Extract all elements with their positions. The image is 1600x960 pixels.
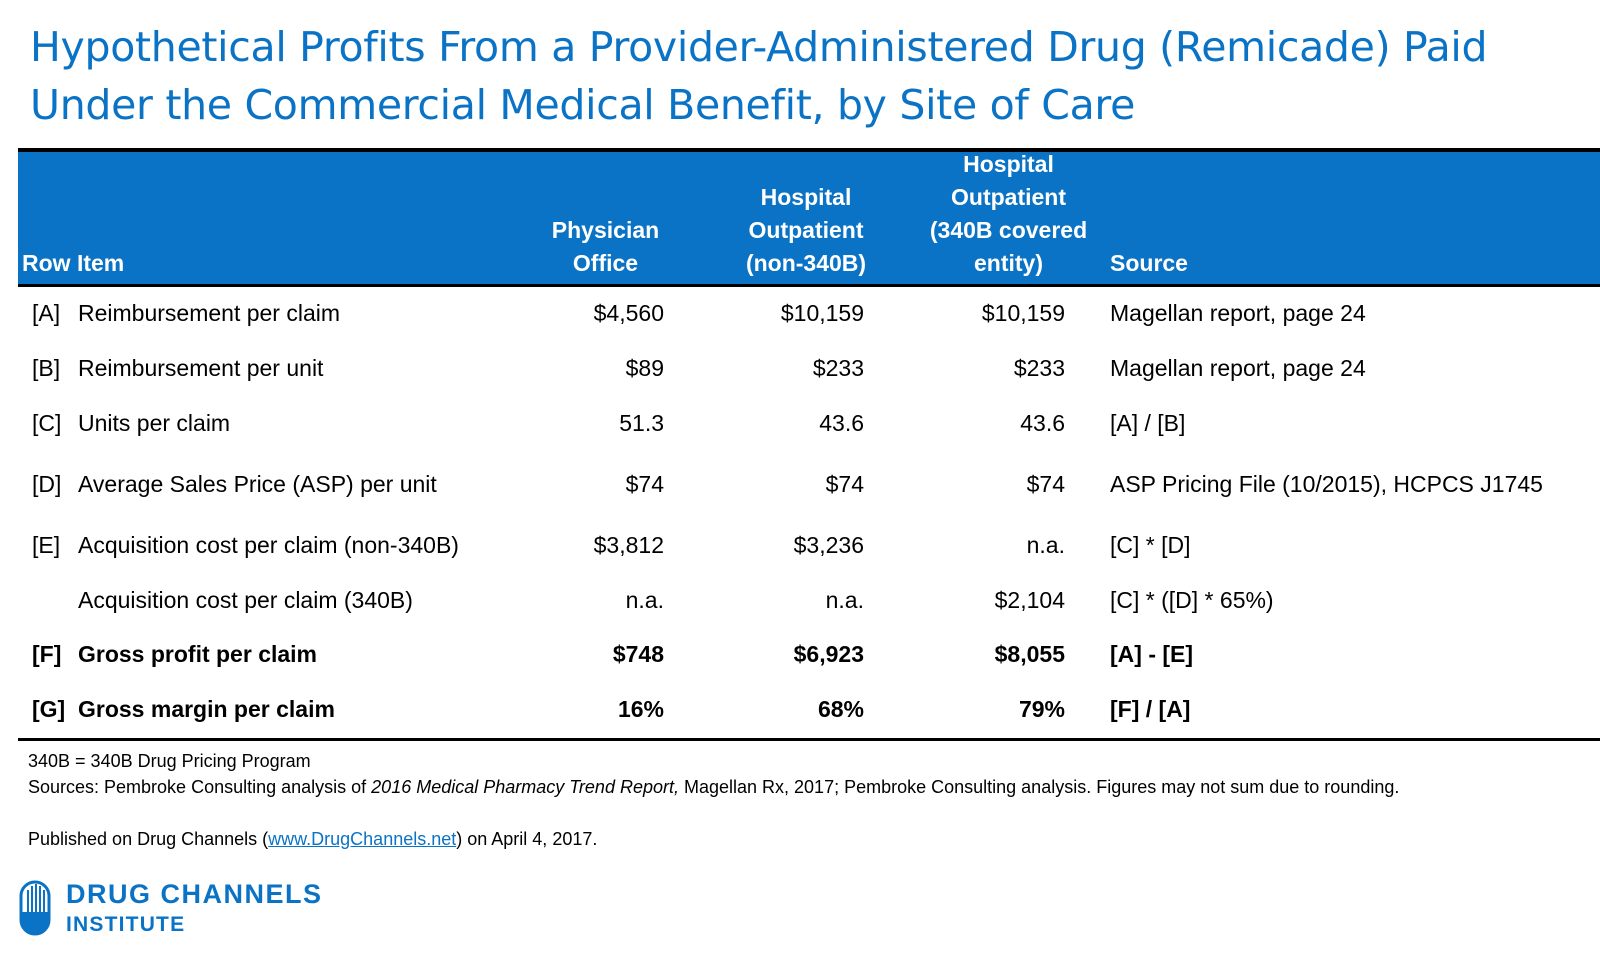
row-hospital-value: 68% xyxy=(817,696,864,722)
logo-line-2: INSTITUTE xyxy=(66,913,186,936)
profit-table: Row Item Physician Office Hospital Outpa… xyxy=(18,148,1600,741)
row-item: Acquisition cost per claim (340B) xyxy=(78,587,413,613)
drug-channels-logo-icon xyxy=(19,880,51,936)
row-hospital-value: $3,236 xyxy=(793,532,864,558)
row-hospital-340b-value: $8,055 xyxy=(994,641,1065,667)
row-source: [A] - [E] xyxy=(1110,641,1194,667)
table-row: [G] Gross margin per claim 16% 68% 79% [… xyxy=(18,685,1600,738)
row-hospital-340b-value: $2,104 xyxy=(994,587,1065,613)
row-item: Gross profit per claim xyxy=(78,641,318,667)
table-header: Row Item Physician Office Hospital Outpa… xyxy=(18,148,1600,287)
row-item: Reimbursement per claim xyxy=(78,300,341,326)
header-hospital-340b: Hospital Outpatient (340B covered entity… xyxy=(929,151,1088,276)
row-hospital-value: $10,159 xyxy=(780,300,864,326)
row-source: [C] * ([D] * 65%) xyxy=(1110,587,1274,613)
row-source: [C] * [D] xyxy=(1110,532,1191,558)
table-row: [C] Units per claim 51.3 43.6 43.6 [A] /… xyxy=(18,398,1600,458)
footnote-340b: 340B = 340B Drug Pricing Program xyxy=(28,751,311,771)
row-source: [F] / [A] xyxy=(1110,696,1191,722)
row-source: Magellan report, page 24 xyxy=(1110,300,1366,326)
row-hospital-value: $6,923 xyxy=(793,641,864,667)
table-row: [A] Reimbursement per claim $4,560 $10,1… xyxy=(18,287,1600,343)
row-physician-value: $74 xyxy=(625,471,664,497)
row-item: Reimbursement per unit xyxy=(78,355,324,381)
page-title: Hypothetical Profits From a Provider-Adm… xyxy=(30,18,1570,134)
row-physician-value: n.a. xyxy=(625,587,664,613)
row-hospital-340b-value: n.a. xyxy=(1026,532,1065,558)
logo-text: DRUG CHANNELS INSTITUTE xyxy=(66,878,323,940)
row-hospital-340b-value: $233 xyxy=(1013,355,1065,381)
row-physician-value: $4,560 xyxy=(593,300,664,326)
table-bottom-rule xyxy=(18,738,1600,741)
row-item: Units per claim xyxy=(78,410,231,436)
row-id: [E] xyxy=(32,532,61,558)
row-physician-value: $89 xyxy=(625,355,664,381)
drugchannels-link[interactable]: www.DrugChannels.net xyxy=(268,829,457,849)
title-line-1: Hypothetical Profits From a Provider-Adm… xyxy=(30,23,1488,71)
row-item: Average Sales Price (ASP) per unit xyxy=(78,471,437,497)
row-source: Magellan report, page 24 xyxy=(1110,355,1366,381)
table-row: Acquisition cost per claim (340B) n.a. n… xyxy=(18,575,1600,630)
row-physician-value: $3,812 xyxy=(593,532,664,558)
row-id: [A] xyxy=(32,300,61,326)
row-id: [C] xyxy=(32,410,62,436)
row-hospital-value: n.a. xyxy=(825,587,864,613)
row-physician-value: 16% xyxy=(617,696,664,722)
row-id: [B] xyxy=(32,355,61,381)
table-row: [F] Gross profit per claim $748 $6,923 $… xyxy=(18,630,1600,685)
row-hospital-value: 43.6 xyxy=(819,410,864,436)
table-row: [B] Reimbursement per unit $89 $233 $233… xyxy=(18,343,1600,398)
row-item: Gross margin per claim xyxy=(78,696,335,722)
row-hospital-340b-value: 43.6 xyxy=(1020,410,1065,436)
logo-line-1: DRUG CHANNELS xyxy=(66,879,323,909)
footnote-sources: Sources: Pembroke Consulting analysis of… xyxy=(28,777,1400,797)
header-source: Source xyxy=(1110,250,1188,276)
row-physician-value: 51.3 xyxy=(619,410,664,436)
row-hospital-340b-value: $10,159 xyxy=(981,300,1065,326)
header-hospital-non340b: Hospital Outpatient (non-340B) xyxy=(745,184,867,276)
row-item: Acquisition cost per claim (non-340B) xyxy=(78,532,459,558)
row-hospital-value: $233 xyxy=(812,355,864,381)
row-source: [A] / [B] xyxy=(1110,410,1186,436)
row-hospital-value: $74 xyxy=(825,471,864,497)
header-physician-office: Physician Office xyxy=(551,217,660,276)
row-hospital-340b-value: 79% xyxy=(1018,696,1065,722)
footnote-published: Published on Drug Channels (www.DrugChan… xyxy=(28,829,598,849)
table-row: [D] Average Sales Price (ASP) per unit $… xyxy=(18,458,1600,519)
footnotes: 340B = 340B Drug Pricing Program Sources… xyxy=(28,748,1399,852)
title-line-2: Under the Commercial Medical Benefit, by… xyxy=(30,81,1135,129)
row-id: [G] xyxy=(32,696,66,722)
row-id: [D] xyxy=(32,471,62,497)
row-source: ASP Pricing File (10/2015), HCPCS J1745 xyxy=(1110,471,1543,497)
row-physician-value: $748 xyxy=(612,641,664,667)
header-row-item: Row Item xyxy=(22,250,125,276)
row-id: [F] xyxy=(32,641,62,667)
row-hospital-340b-value: $74 xyxy=(1026,471,1065,497)
table-row: [E] Acquisition cost per claim (non-340B… xyxy=(18,519,1600,575)
